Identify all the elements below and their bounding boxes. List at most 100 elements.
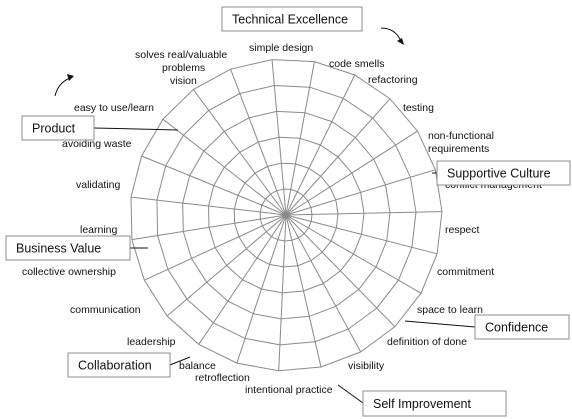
category-box bbox=[221, 6, 363, 32]
clockwise-arrow-right-icon bbox=[380, 27, 404, 45]
category-label: Confidence bbox=[485, 321, 548, 335]
radar-ring bbox=[207, 136, 365, 294]
radar-spoke bbox=[285, 169, 436, 216]
category-product: Product bbox=[21, 115, 95, 141]
category-confidence: Confidence bbox=[474, 314, 570, 340]
leader-line-confidence bbox=[404, 320, 476, 328]
spoke-label-line: refactoring bbox=[368, 74, 418, 86]
spoke-label-balance: balance bbox=[179, 360, 216, 372]
radar-spoke bbox=[285, 211, 443, 216]
spoke-label-validating: validating bbox=[76, 179, 121, 191]
spoke-label-line: avoiding waste bbox=[62, 138, 132, 150]
category-business-value: Business Value bbox=[5, 235, 131, 261]
radar-ring bbox=[233, 162, 339, 268]
category-label: Collaboration bbox=[78, 359, 152, 373]
spoke-label-non-functional-requirements: non-functional requirements bbox=[428, 130, 494, 155]
spoke-label-line: retroflection bbox=[195, 372, 250, 384]
radar-spoke bbox=[285, 214, 438, 255]
category-label: Technical Excellence bbox=[232, 13, 348, 27]
spoke-label-line: requirements bbox=[428, 143, 489, 155]
spoke-label-communication: communication bbox=[70, 304, 141, 316]
spoke-label-line: intentional practice bbox=[245, 384, 333, 396]
radar-spoke bbox=[285, 214, 362, 353]
category-supportive-culture: Supportive Culture bbox=[436, 160, 571, 186]
category-box bbox=[5, 235, 131, 261]
spoke-label-solves-real-valuable-problems: solves real/valuable problems bbox=[135, 49, 227, 74]
spoke-label-avoiding-waste: avoiding waste bbox=[62, 138, 132, 150]
radar-spoke bbox=[141, 155, 287, 216]
radar-spoke bbox=[285, 214, 422, 294]
radar-ring bbox=[156, 84, 417, 346]
radar-ring bbox=[182, 110, 391, 320]
spoke-label-line: easy to use/learn bbox=[74, 102, 154, 114]
spoke-label-line: communication bbox=[70, 304, 141, 316]
leader-line-product bbox=[93, 127, 179, 131]
category-box bbox=[436, 160, 571, 186]
spoke-label-line: collective ownership bbox=[22, 266, 116, 278]
category-box bbox=[67, 352, 171, 378]
spoke-label-easy-to-use-learn: easy to use/learn bbox=[74, 102, 154, 114]
spoke-label-code-smells: code smells bbox=[329, 58, 384, 70]
category-label: Supportive Culture bbox=[447, 167, 551, 181]
radar-spoke bbox=[285, 74, 356, 216]
spoke-label-line: respect bbox=[445, 224, 480, 236]
spoke-label-visibility: visibility bbox=[348, 360, 385, 372]
spoke-label-leadership: leadership bbox=[127, 336, 176, 348]
spoke-label-line: vision bbox=[170, 75, 197, 87]
category-boxes: Technical Excellence Supportive Culture Co… bbox=[5, 6, 571, 417]
spoke-label-line: code smells bbox=[329, 58, 384, 70]
spoke-label-line: non-functional bbox=[428, 130, 494, 142]
category-label: Product bbox=[32, 122, 76, 136]
spoke-label-collective-ownership: collective ownership bbox=[22, 266, 116, 278]
spoke-label-refactoring: refactoring bbox=[368, 74, 418, 86]
category-box bbox=[474, 314, 570, 340]
spoke-label-learning: learning bbox=[80, 224, 118, 236]
category-label: Business Value bbox=[16, 242, 101, 256]
spoke-label-space-to-learn: space to learn bbox=[417, 304, 483, 316]
spoke-label-commitment: commitment bbox=[437, 266, 494, 278]
radar-ring bbox=[259, 188, 313, 242]
radar-spoke bbox=[131, 214, 287, 241]
radar-spoke bbox=[230, 69, 287, 216]
radar-spoke bbox=[278, 214, 287, 371]
spoke-label-simple-design: simple design bbox=[249, 42, 313, 54]
category-technical-excellence: Technical Excellence bbox=[221, 6, 363, 32]
radar-grid bbox=[130, 59, 443, 372]
radar-spoke bbox=[236, 214, 287, 364]
spoke-label-line: commitment bbox=[437, 266, 494, 278]
category-box bbox=[362, 390, 507, 417]
radar-spoke bbox=[144, 214, 287, 281]
radar-spoke bbox=[166, 214, 287, 317]
leader-line-collaboration bbox=[169, 356, 191, 366]
spoke-label-definition-of-done: definition of done bbox=[387, 336, 467, 348]
radar-spoke bbox=[285, 130, 418, 216]
radar-spoke bbox=[285, 214, 322, 368]
leader-line-self-improvement bbox=[337, 384, 364, 404]
category-label: Self Improvement bbox=[373, 397, 471, 411]
radar-spoke bbox=[271, 59, 287, 216]
category-box bbox=[21, 115, 95, 141]
category-self-improvement: Self Improvement bbox=[362, 390, 507, 417]
radar-spoke bbox=[162, 118, 287, 216]
spoke-label-intentional-practice: intentional practice bbox=[245, 384, 333, 396]
spoke-label-line: solves real/valuable bbox=[135, 49, 227, 61]
spoke-label-line: simple design bbox=[249, 42, 313, 54]
spoke-label-line: validating bbox=[76, 179, 121, 191]
radar-ring bbox=[130, 59, 443, 372]
clockwise-arrow-left-icon bbox=[54, 74, 74, 97]
spoke-label-line: testing bbox=[403, 102, 434, 114]
radar-spoke bbox=[130, 196, 287, 216]
spoke-label-line: space to learn bbox=[417, 304, 483, 316]
spoke-label-line: definition of done bbox=[387, 336, 467, 348]
spoke-label-respect: respect bbox=[445, 224, 480, 236]
spoke-label-line: balance bbox=[179, 360, 216, 372]
radar-spoke bbox=[285, 98, 391, 216]
spoke-label-testing: testing bbox=[403, 102, 434, 114]
radar-spoke bbox=[192, 89, 287, 216]
category-collaboration: Collaboration bbox=[67, 352, 171, 378]
category-leader-lines bbox=[93, 127, 476, 404]
spoke-label-line: leadership bbox=[127, 336, 176, 348]
radar-spoke bbox=[285, 214, 396, 328]
spoke-label-line: visibility bbox=[348, 360, 385, 372]
